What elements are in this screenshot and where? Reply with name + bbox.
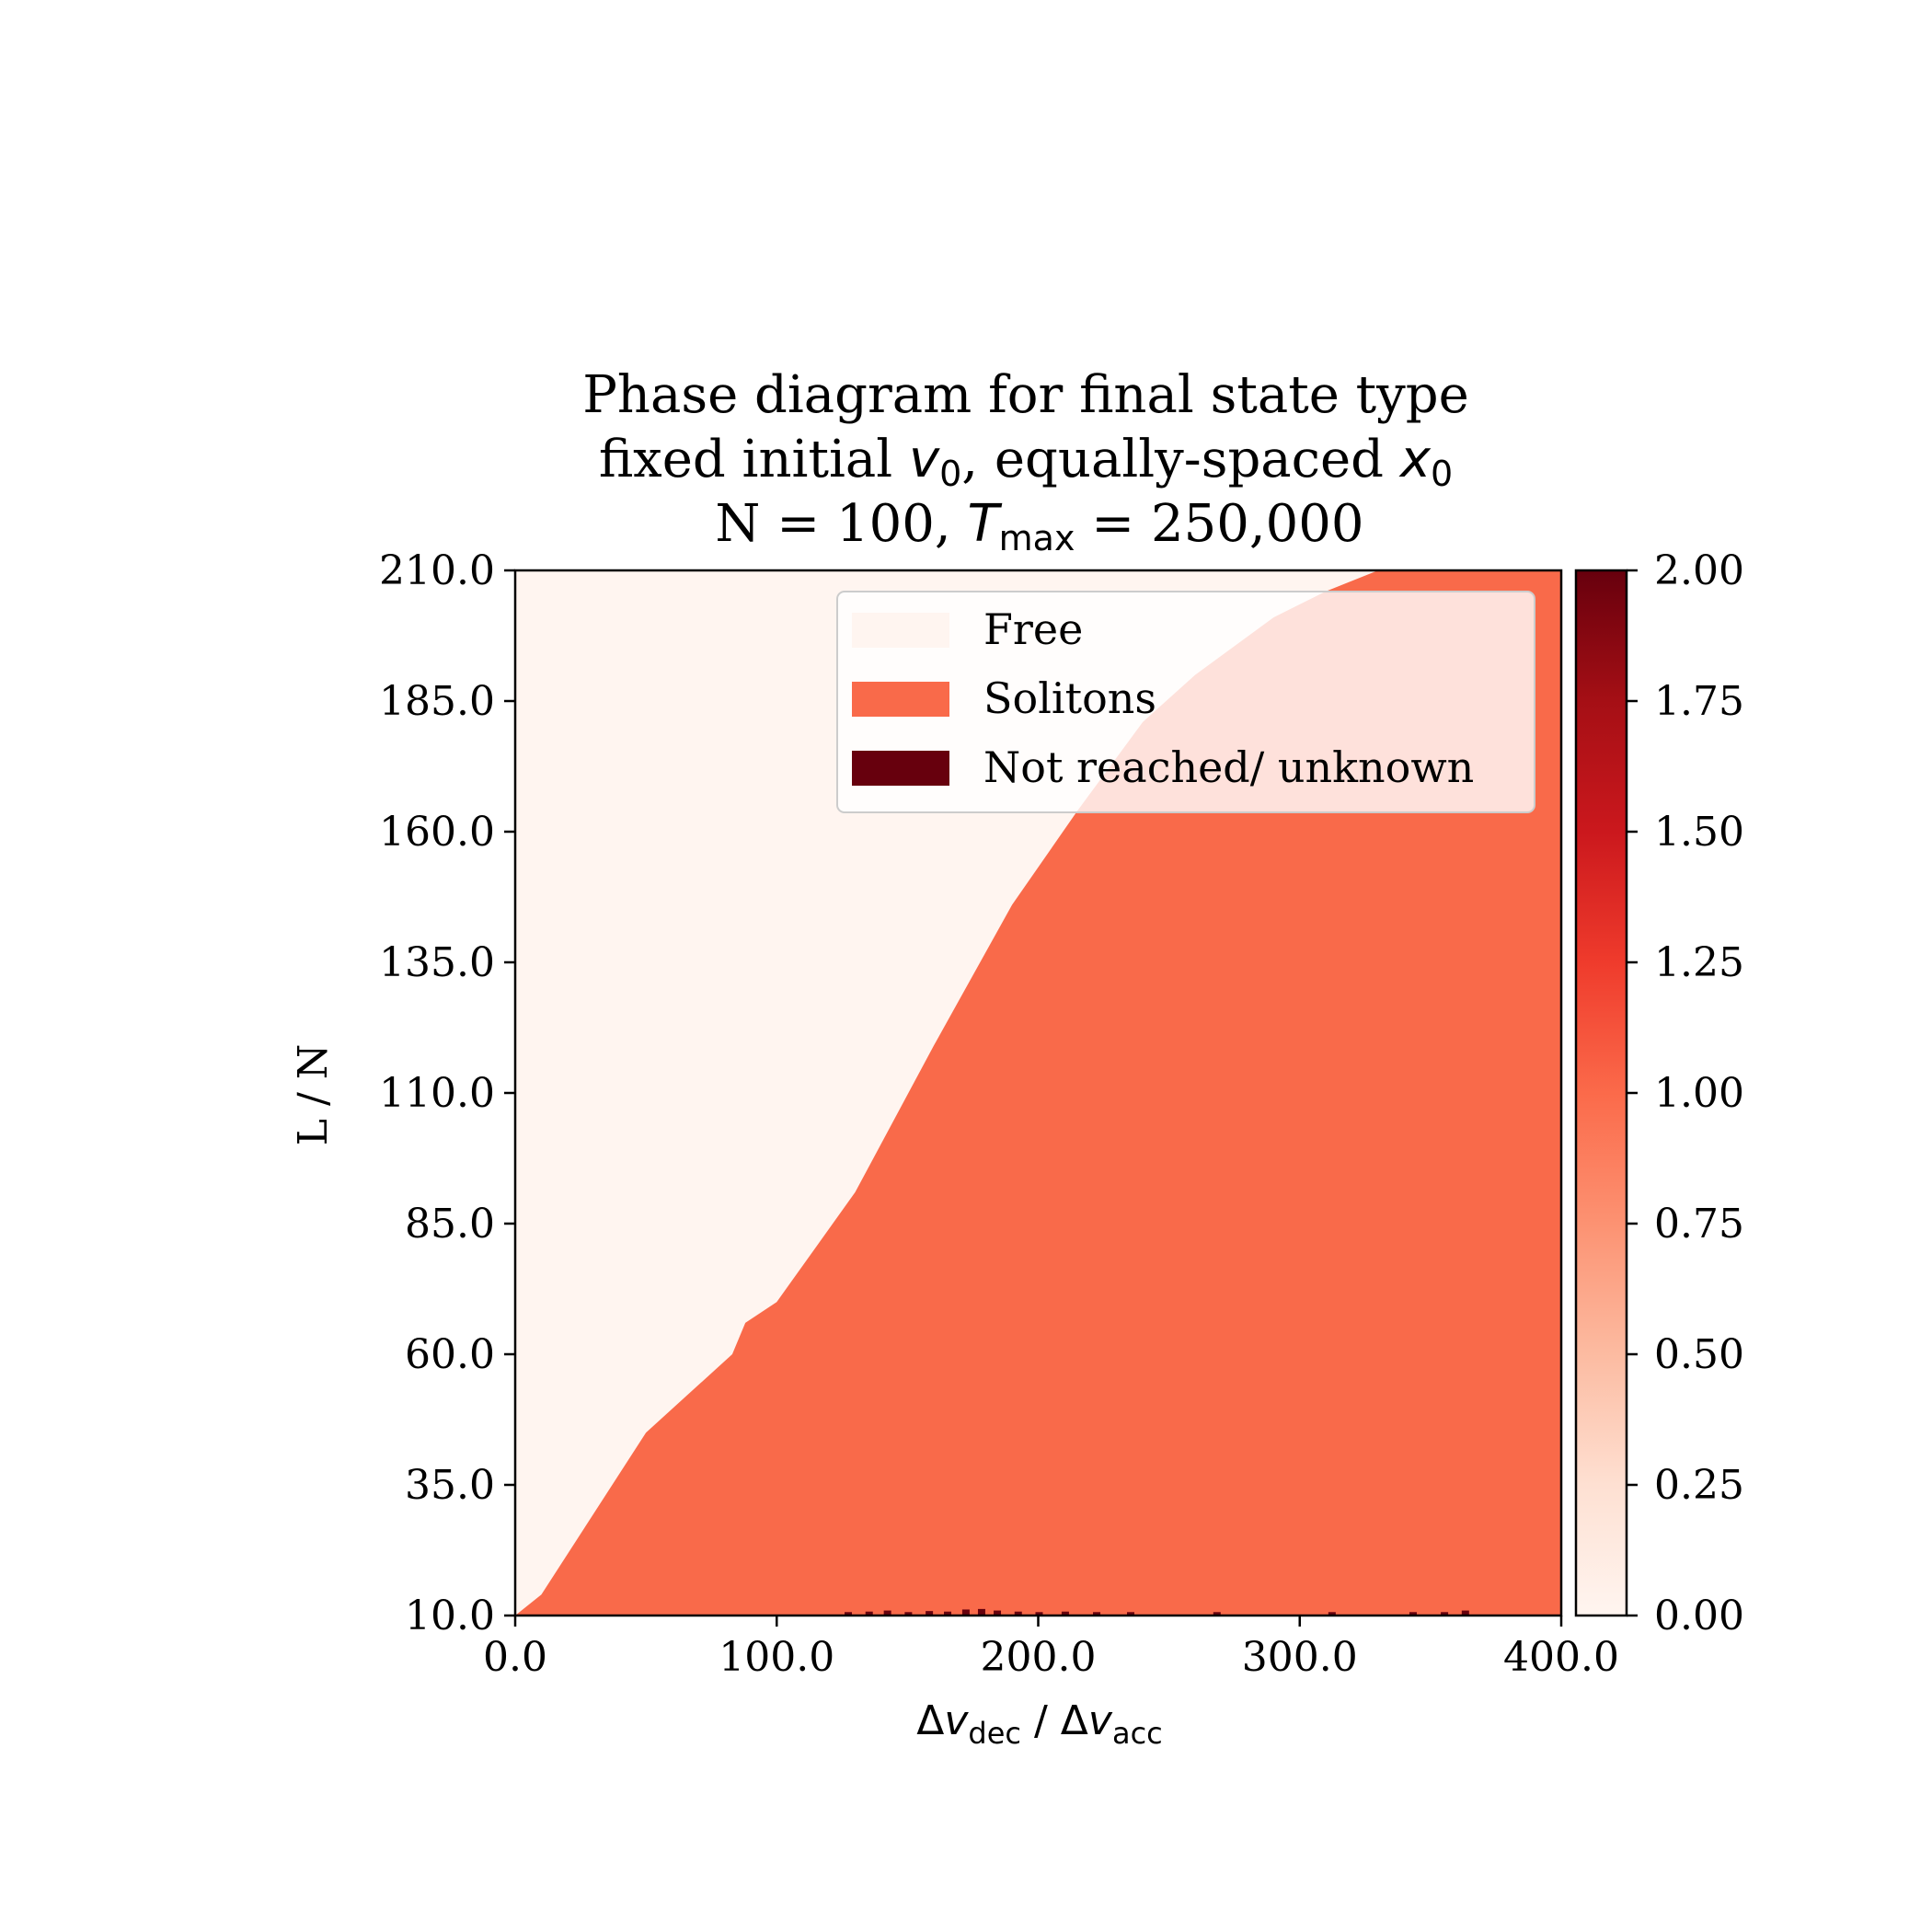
chart-title: Phase diagram for final state type fixed… [582, 365, 1469, 558]
x-axis-label: Δvdec / Δvacc [916, 1697, 1163, 1751]
y-tick-label: 160.0 [379, 809, 495, 856]
x-tick-label: 0.0 [483, 1634, 547, 1681]
y-tick-label: 60.0 [405, 1331, 495, 1378]
legend-swatch-solitons [852, 682, 949, 717]
unknown-point-12 [1093, 1612, 1101, 1616]
colorbar-tick-label: 1.50 [1654, 809, 1744, 856]
legend-label-free: Free [983, 604, 1083, 654]
title-x-subscript: 0 [1431, 454, 1453, 494]
y-tick-label: 110.0 [379, 1070, 495, 1117]
legend-swatch-not-reached [852, 751, 949, 786]
title-line-2: fixed initial v0, equally-spaced x0 [599, 430, 1453, 494]
unknown-point-2 [883, 1610, 891, 1616]
x-label-delta-2: Δ [1061, 1697, 1088, 1744]
unknown-point-1 [865, 1611, 873, 1616]
soliton-region [515, 570, 1561, 1616]
x-label-sub-2: acc [1112, 1716, 1163, 1751]
colorbar-tick-label: 1.25 [1654, 939, 1744, 986]
unknown-point-8 [994, 1610, 1002, 1616]
unknown-point-18 [1461, 1610, 1469, 1616]
x-tick-label: 200.0 [981, 1634, 1097, 1681]
legend-box [836, 591, 1535, 813]
x-axis-ticks: 0.0 100.0 200.0 300.0 400.0 [483, 1616, 1619, 1681]
legend-swatch-free [852, 613, 949, 648]
y-tick-label: 85.0 [405, 1201, 495, 1248]
colorbar-tick-label: 1.00 [1654, 1070, 1744, 1117]
unknown-points [844, 1608, 1469, 1616]
colorbar-tick-label: 2.00 [1654, 547, 1744, 594]
title-t-subscript: max [999, 518, 1075, 558]
title-line-2-middle: , equally-spaced [961, 430, 1400, 489]
colorbar-gradient [1576, 570, 1627, 1616]
unknown-point-3 [904, 1612, 913, 1616]
unknown-point-17 [1441, 1612, 1449, 1616]
legend-label-solitons: Solitons [983, 673, 1156, 723]
unknown-point-6 [961, 1609, 970, 1616]
unknown-point-11 [1061, 1611, 1069, 1616]
y-tick-label: 35.0 [405, 1462, 495, 1509]
unknown-point-10 [1035, 1612, 1043, 1616]
colorbar-ticks: 0.00 0.25 0.50 0.75 1.00 1.25 1.50 1.75 2.00 [1627, 547, 1744, 1639]
x-label-v-1: v [944, 1697, 969, 1744]
colorbar-tick-label: 0.50 [1654, 1331, 1744, 1378]
colorbar-tick-label: 0.75 [1654, 1201, 1744, 1248]
y-tick-label: 185.0 [379, 678, 495, 725]
x-tick-label: 300.0 [1242, 1634, 1358, 1681]
title-t-symbol: T [967, 494, 1002, 554]
title-line-3: N = 100, Tmax = 250,000 [715, 494, 1363, 558]
title-line-3-prefix: N = 100, [715, 494, 967, 554]
unknown-point-16 [1409, 1612, 1417, 1616]
y-axis-label: L / N [290, 1044, 337, 1146]
legend: Free Solitons Not reached/ unknown [836, 591, 1535, 813]
x-tick-label: 100.0 [719, 1634, 834, 1681]
x-tick-label: 400.0 [1503, 1634, 1619, 1681]
title-v-symbol: v [909, 430, 940, 489]
unknown-point-0 [844, 1612, 852, 1616]
colorbar-tick-label: 0.25 [1654, 1462, 1744, 1509]
title-line-1: Phase diagram for final state type [582, 365, 1469, 425]
title-x-symbol: x [1398, 430, 1432, 489]
x-label-sub-1: dec [968, 1716, 1021, 1751]
colorbar-tick-label: 0.00 [1654, 1593, 1744, 1639]
colorbar-tick-label: 1.75 [1654, 678, 1744, 725]
unknown-point-15 [1328, 1612, 1336, 1616]
legend-label-not-reached: Not reached/ unknown [983, 742, 1474, 792]
x-label-v-2: v [1088, 1697, 1113, 1744]
y-tick-label: 10.0 [405, 1593, 495, 1639]
title-line-3-suffix: = 250,000 [1075, 494, 1363, 554]
unknown-point-13 [1126, 1612, 1134, 1616]
unknown-point-9 [1014, 1611, 1022, 1616]
y-tick-label: 210.0 [379, 547, 495, 594]
unknown-point-7 [977, 1608, 985, 1616]
x-label-delta-1: Δ [916, 1697, 944, 1744]
y-tick-label: 135.0 [379, 939, 495, 986]
unknown-point-4 [926, 1611, 934, 1616]
colorbar: 0.00 0.25 0.50 0.75 1.00 1.25 1.50 1.75 2.00 [1574, 547, 1744, 1639]
y-axis-ticks: 10.0 35.0 60.0 85.0 110.0 135.0 160.0 185.0 210.… [379, 547, 515, 1639]
unknown-point-14 [1213, 1612, 1221, 1616]
title-v-subscript: 0 [939, 454, 961, 494]
title-line-2-prefix: fixed initial [599, 430, 909, 489]
x-label-separator: / [1021, 1697, 1061, 1744]
unknown-point-5 [944, 1611, 952, 1616]
